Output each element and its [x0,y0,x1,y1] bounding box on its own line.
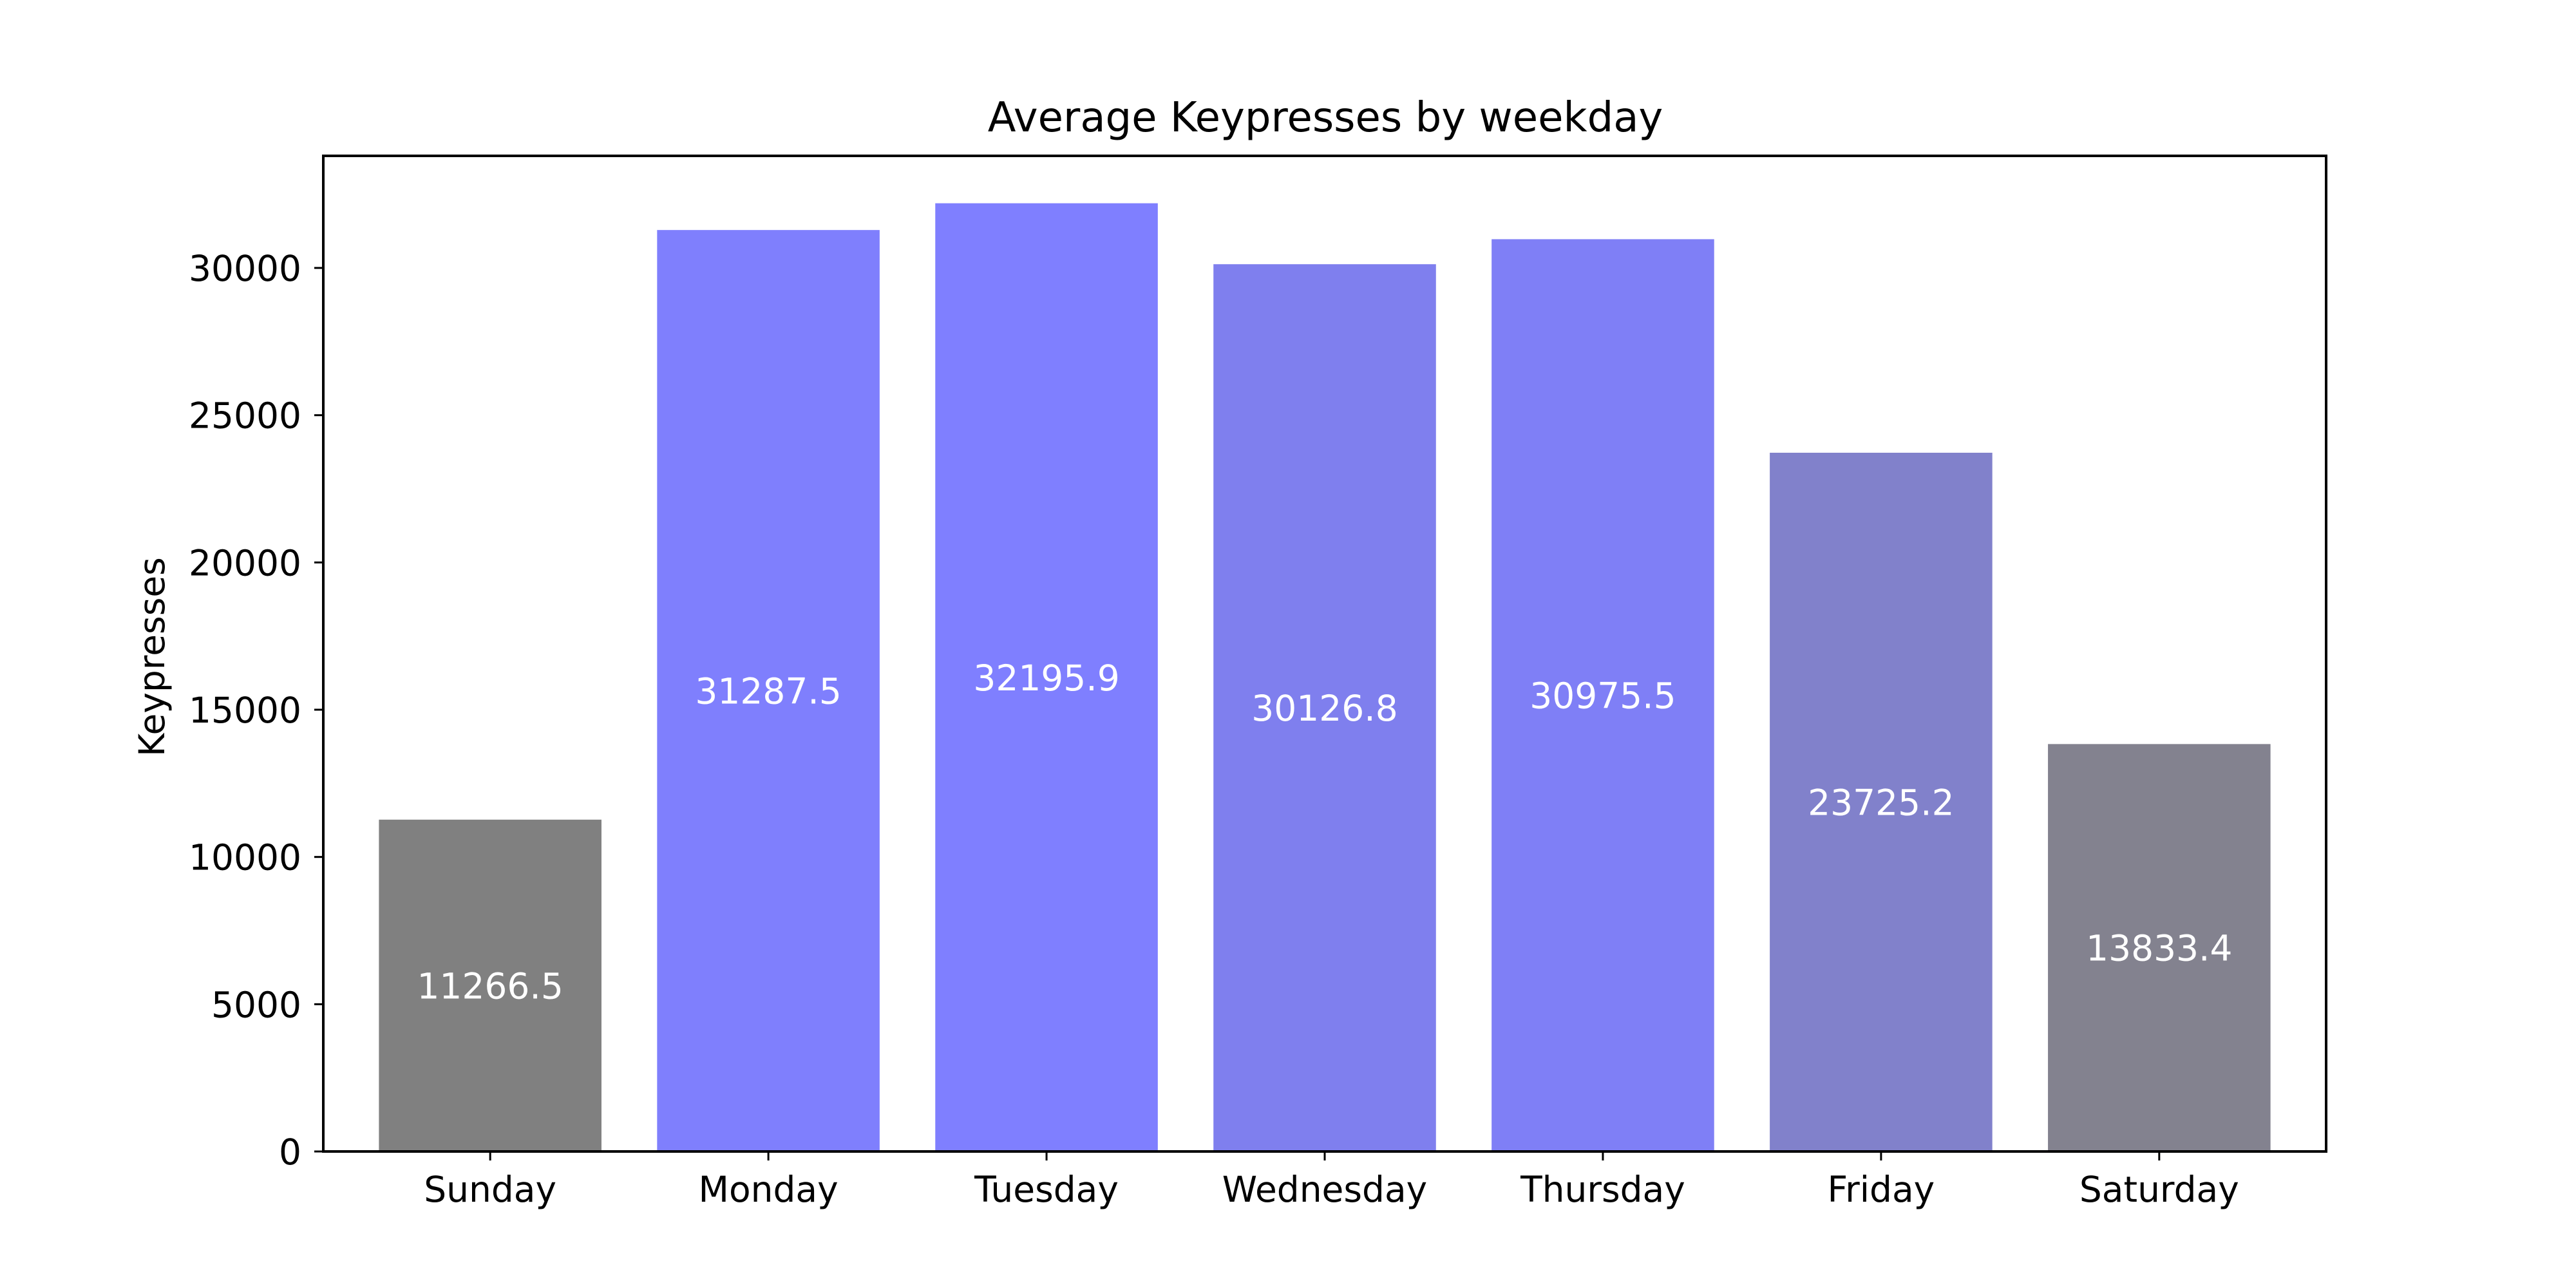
y-axis-label: Keypresses [131,557,173,757]
y-tick-label: 5000 [211,984,301,1025]
plot-frame [322,155,2327,1153]
bar-saturday [2048,744,2271,1151]
bar-value-label-wednesday: 30126.8 [1251,688,1397,729]
y-tick-label: 0 [279,1132,301,1173]
y-tick-label: 30000 [189,248,301,289]
bar-tuesday [935,203,1158,1151]
bar-value-label-tuesday: 32195.9 [973,658,1119,699]
x-tick-label-monday: Monday [699,1169,838,1210]
x-tick-label-tuesday: Tuesday [974,1169,1119,1210]
bar-value-label-saturday: 13833.4 [2086,928,2232,969]
bar-wednesday [1213,264,1436,1152]
x-tick-label-sunday: Sunday [424,1169,556,1210]
y-tick-label: 10000 [189,837,301,878]
y-axis: 0 5000 10000 15000 20000 25000 30000 [189,248,323,1173]
bar-friday [1770,453,1993,1151]
bar-value-label-friday: 23725.2 [1808,782,1954,824]
bar-value-label-monday: 31287.5 [695,671,841,712]
bar-value-label-sunday: 11266.5 [417,965,563,1007]
bar-sunday [379,819,601,1151]
bar-value-label-thursday: 30975.5 [1530,676,1676,717]
x-tick-label-thursday: Thursday [1520,1169,1685,1210]
y-tick-label: 20000 [189,542,301,583]
x-axis: Sunday Monday Tuesday Wednesday Thursday Frid… [424,1151,2239,1210]
x-tick-label-friday: Friday [1828,1169,1935,1210]
bar-thursday [1492,239,1714,1151]
x-tick-label-wednesday: Wednesday [1222,1169,1427,1210]
bar-monday [657,230,880,1152]
bars-layer [379,203,2271,1152]
chart-title: Average Keypresses by weekday [988,94,1663,142]
y-tick-label: 25000 [189,395,301,437]
x-tick-label-saturday: Saturday [2079,1169,2239,1210]
bar-labels-layer: 11266.5 31287.5 32195.9 30126.8 30975.5 23725… [417,658,2232,1007]
y-tick-label: 15000 [189,690,301,731]
